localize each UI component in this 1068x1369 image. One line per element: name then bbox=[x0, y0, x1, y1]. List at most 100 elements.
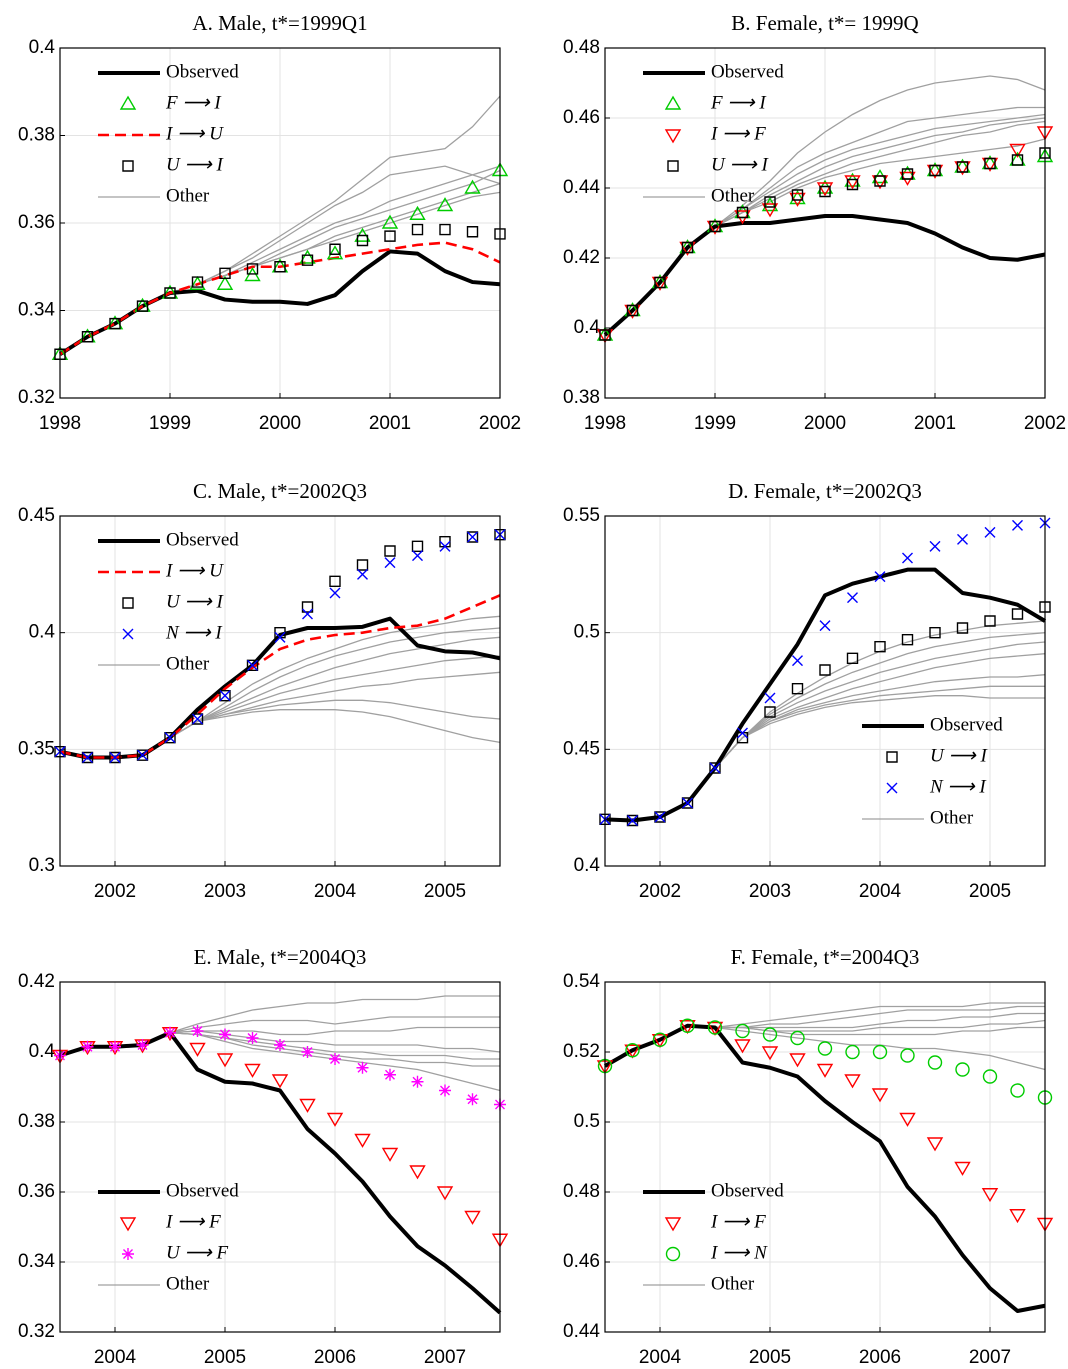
marker bbox=[817, 1041, 833, 1056]
other-line bbox=[714, 1002, 1045, 1029]
other-line bbox=[714, 685, 1045, 769]
marker bbox=[244, 1063, 261, 1078]
plot-frame bbox=[604, 981, 1046, 1333]
marker bbox=[439, 1084, 451, 1097]
y-tick-label: 0.5 bbox=[574, 622, 600, 643]
marker bbox=[679, 1020, 696, 1035]
plot-area bbox=[605, 982, 1045, 1332]
x-tick-label: 2005 bbox=[204, 1347, 246, 1368]
legend-label: Other bbox=[930, 807, 974, 828]
marker bbox=[136, 1039, 149, 1051]
marker bbox=[761, 1046, 779, 1061]
marker bbox=[1039, 147, 1051, 159]
marker bbox=[82, 752, 93, 763]
marker bbox=[466, 1093, 479, 1106]
marker bbox=[957, 533, 968, 545]
legend-label: I ⟶ N bbox=[710, 1242, 768, 1263]
y-tick-label: 0.36 bbox=[18, 212, 55, 233]
x-tick-label: 2002 bbox=[1024, 413, 1066, 434]
y-tick-label: 0.32 bbox=[18, 1321, 55, 1342]
other-line bbox=[714, 113, 1046, 228]
marker bbox=[1039, 601, 1051, 613]
marker bbox=[464, 1210, 481, 1225]
marker bbox=[274, 261, 286, 273]
marker bbox=[326, 1112, 344, 1127]
legend-marker bbox=[119, 95, 137, 110]
marker bbox=[899, 1112, 916, 1127]
other-line bbox=[169, 1016, 500, 1034]
x-tick-label: 2004 bbox=[94, 1347, 137, 1368]
marker bbox=[329, 575, 341, 588]
y-tick-label: 0.46 bbox=[563, 107, 600, 128]
x-tick-label: 2004 bbox=[314, 881, 357, 902]
marker bbox=[762, 1027, 778, 1042]
y-tick-label: 0.44 bbox=[563, 1321, 600, 1342]
x-tick-label: 2002 bbox=[639, 881, 681, 902]
marker bbox=[707, 1020, 723, 1035]
marker bbox=[926, 1137, 944, 1152]
x-tick-label: 1998 bbox=[39, 413, 81, 434]
marker bbox=[844, 175, 861, 190]
marker bbox=[299, 1098, 316, 1113]
legend-marker bbox=[667, 160, 679, 172]
chart-title: E. Male, t*=2004Q3 bbox=[194, 945, 367, 969]
marker bbox=[246, 1032, 259, 1044]
marker bbox=[789, 1053, 806, 1068]
marker bbox=[137, 749, 148, 761]
legend-label: I ⟶ F bbox=[710, 1211, 766, 1232]
marker bbox=[819, 185, 831, 198]
marker bbox=[901, 168, 914, 180]
marker bbox=[627, 815, 638, 826]
marker bbox=[1009, 1209, 1026, 1224]
marker bbox=[109, 317, 121, 330]
marker bbox=[816, 182, 834, 197]
marker bbox=[654, 276, 666, 289]
marker bbox=[356, 1061, 369, 1074]
y-tick-label: 0.52 bbox=[563, 1041, 600, 1062]
x-tick-label: 2005 bbox=[969, 881, 1011, 902]
marker bbox=[136, 749, 149, 761]
y-tick-label: 0.4 bbox=[29, 622, 56, 643]
marker bbox=[384, 1068, 396, 1081]
legend-label: Observed bbox=[166, 1180, 239, 1201]
legend-label: I ⟶ U bbox=[165, 123, 224, 144]
marker bbox=[706, 1021, 724, 1036]
marker bbox=[109, 752, 121, 763]
marker bbox=[191, 276, 204, 288]
x-tick-label: 1999 bbox=[149, 413, 191, 434]
legend-marker bbox=[122, 160, 134, 172]
marker bbox=[274, 1039, 286, 1051]
y-tick-label: 0.35 bbox=[18, 738, 55, 759]
marker bbox=[1012, 519, 1023, 531]
marker bbox=[734, 1039, 751, 1054]
x-tick-label: 2007 bbox=[424, 1347, 466, 1368]
marker bbox=[764, 706, 776, 718]
x-tick-label: 2006 bbox=[859, 1347, 901, 1368]
marker bbox=[927, 1055, 943, 1070]
marker bbox=[54, 745, 66, 758]
marker bbox=[216, 275, 234, 290]
legend-marker bbox=[122, 628, 134, 640]
legend-label: U ⟶ I bbox=[711, 154, 769, 175]
marker bbox=[789, 190, 806, 205]
marker bbox=[761, 203, 779, 218]
y-tick-label: 0.3 bbox=[29, 855, 55, 876]
marker bbox=[164, 1026, 176, 1039]
marker bbox=[981, 1188, 999, 1203]
marker bbox=[874, 571, 886, 583]
y-tick-label: 0.34 bbox=[18, 1251, 55, 1272]
chart-title: C. Male, t*=2002Q3 bbox=[193, 479, 367, 503]
marker bbox=[871, 1088, 889, 1103]
y-tick-label: 0.54 bbox=[563, 971, 600, 992]
other-line bbox=[169, 709, 501, 743]
marker bbox=[874, 640, 886, 653]
other-line bbox=[714, 117, 1046, 228]
series-line bbox=[58, 249, 501, 356]
legend-marker bbox=[886, 751, 898, 763]
marker bbox=[791, 189, 804, 201]
marker bbox=[654, 811, 666, 823]
marker bbox=[984, 157, 996, 170]
x-tick-label: 2002 bbox=[479, 413, 521, 434]
marker bbox=[982, 1069, 998, 1084]
other-line bbox=[715, 1026, 1045, 1036]
